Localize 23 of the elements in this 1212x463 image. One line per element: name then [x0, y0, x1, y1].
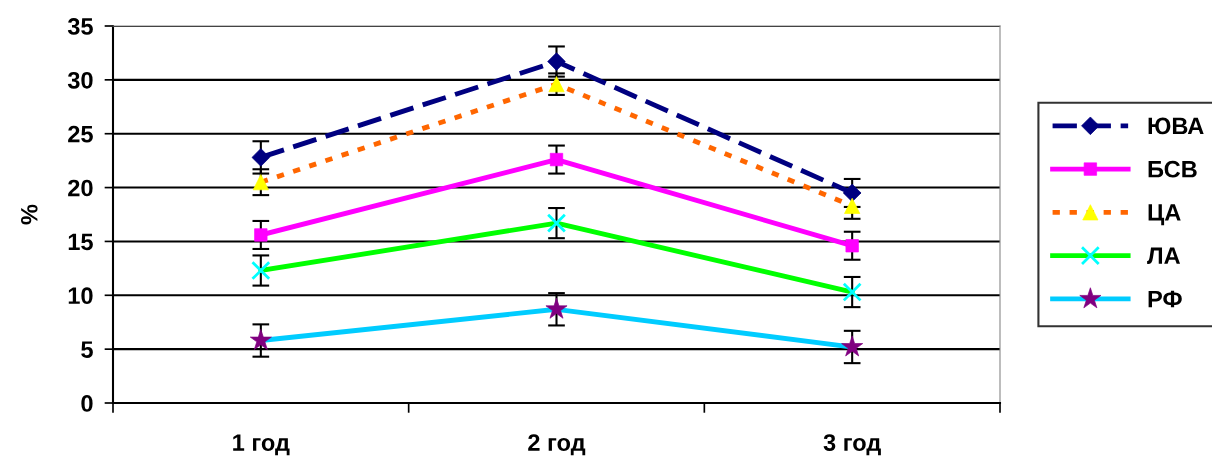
y-tick-label: 35 — [67, 18, 93, 35]
point — [251, 260, 271, 281]
x-tick-label: 2 год — [528, 434, 586, 456]
legend-label: ЛА — [1147, 247, 1181, 265]
y-tick-label: 5 — [81, 341, 93, 358]
y-tick-label: 25 — [68, 125, 93, 143]
y-tick-label: 20 — [68, 179, 93, 197]
y-tick-label: 15 — [68, 233, 93, 251]
y-axis-title: % — [20, 204, 38, 225]
point — [546, 213, 567, 233]
legend-label: БСВ — [1148, 160, 1197, 178]
legend-label: ЦА — [1148, 204, 1181, 226]
legend-label: ЮВА — [1148, 117, 1204, 135]
y-tick-label: 0 — [81, 395, 93, 412]
x-tick-label: 1 год — [233, 434, 290, 456]
point — [845, 239, 859, 253]
point — [252, 174, 269, 191]
point — [251, 148, 271, 167]
y-tick-label: 10 — [68, 287, 93, 305]
legend-label: РФ — [1148, 290, 1182, 308]
y-tick-label: 30 — [67, 71, 93, 89]
x-tick-label: 3 год — [823, 434, 881, 456]
point — [842, 282, 862, 302]
